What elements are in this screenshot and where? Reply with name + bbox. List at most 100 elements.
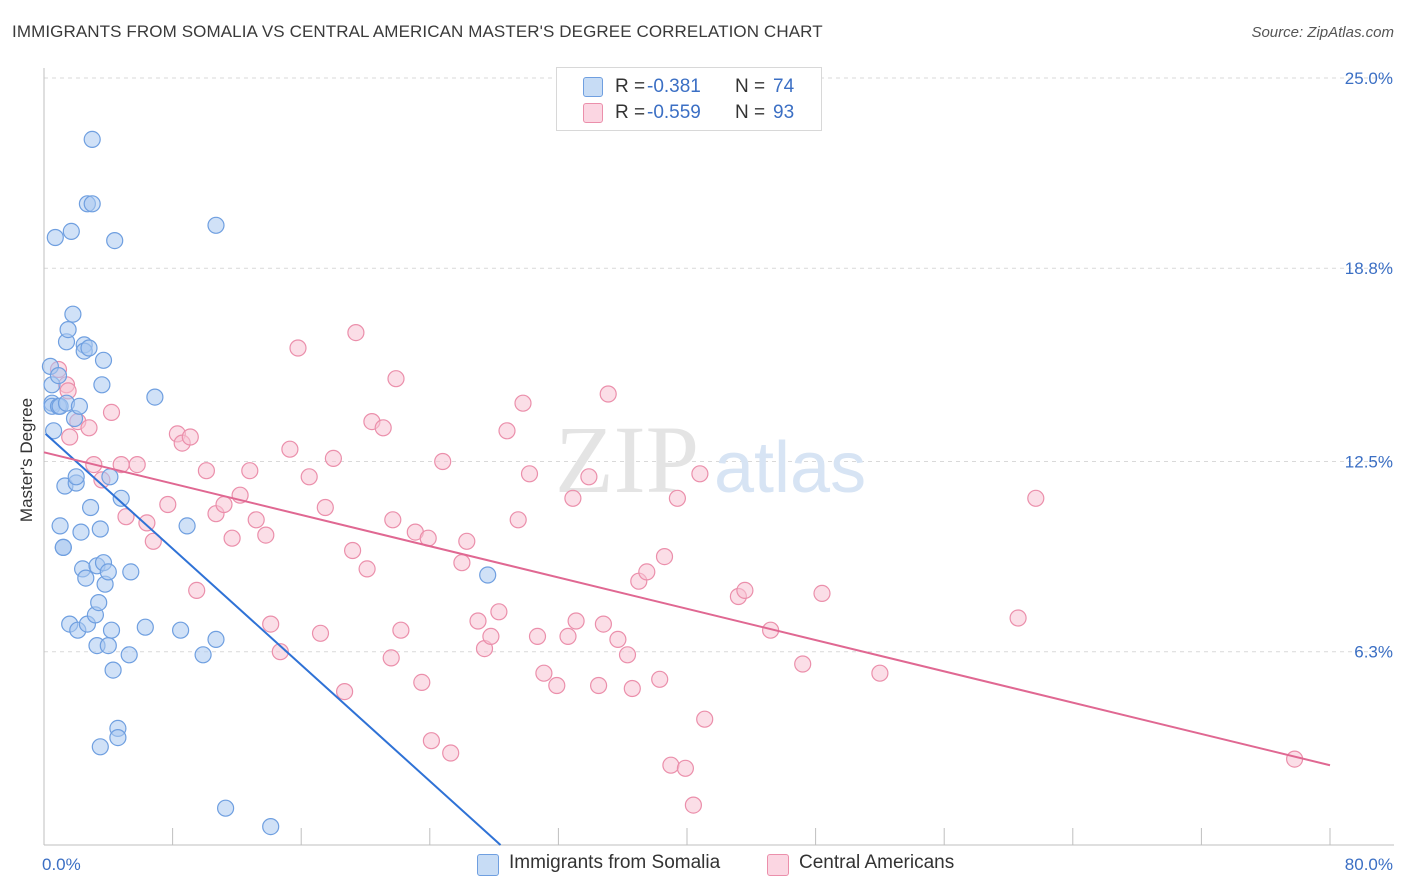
axes [43, 68, 1394, 846]
n-label: N = [735, 76, 766, 97]
somalia-point [120, 646, 138, 664]
central-americans-point [498, 422, 516, 440]
axis-labels: 25.0% 18.8% 12.5% 6.3% 0.0% 80.0% Master's Deg… [17, 69, 1393, 874]
trend-lines [43, 433, 1331, 846]
somalia-point [46, 228, 64, 247]
n-value: 74 [773, 76, 795, 97]
source-label: Source: ZipAtlas.com [1251, 24, 1394, 41]
x-tick-label: 80.0% [1345, 855, 1393, 874]
central-americans-point [144, 532, 162, 550]
somalia-point [102, 621, 121, 639]
somalia-point [51, 517, 69, 535]
x-tick-label: 0.0% [42, 855, 81, 874]
somalia-point [72, 523, 90, 541]
somalia-point [178, 517, 196, 535]
central-americans-point [794, 655, 812, 673]
central-americans-point [1285, 750, 1304, 768]
central-americans-point [736, 581, 754, 600]
somalia-point [146, 388, 164, 406]
central-americans-point [651, 670, 669, 688]
legend-swatch-somalia [477, 854, 499, 876]
somalia-points [41, 130, 497, 836]
somalia-point [112, 489, 130, 507]
somalia-point [83, 195, 101, 213]
legend-label-somalia: Immigrants from Somalia [509, 852, 721, 873]
central-americans-point [262, 615, 280, 633]
legend-swatch-central-americans [767, 854, 789, 876]
somalia-point [172, 621, 190, 639]
somalia-point [91, 520, 109, 538]
central-americans-point [344, 541, 362, 560]
central-americans-point [482, 627, 500, 646]
somalia-point [49, 367, 68, 385]
trend-line-somalia [44, 433, 502, 846]
somalia-point [91, 738, 109, 756]
central-americans-point [257, 526, 275, 544]
central-americans-point [813, 584, 831, 603]
central-americans-point [159, 495, 177, 514]
somalia-point [109, 728, 127, 747]
central-americans-point [580, 468, 598, 486]
central-americans-point [594, 615, 613, 633]
central-americans-point [223, 529, 241, 547]
central-americans-point [374, 419, 392, 437]
central-americans-point [691, 465, 709, 483]
somalia-point [81, 498, 100, 517]
central-americans-point [289, 339, 307, 357]
somalia-point [62, 222, 80, 240]
central-americans-point [1027, 489, 1045, 507]
central-americans-point [422, 732, 440, 750]
somalia-point [101, 468, 119, 486]
somalia-point [194, 646, 212, 664]
central-americans-point [271, 643, 289, 661]
r-label: R = [615, 102, 646, 123]
central-americans-point [128, 456, 146, 474]
central-americans-point [188, 581, 206, 600]
y-tick-label: 25.0% [1345, 69, 1393, 88]
somalia-point [64, 305, 82, 323]
central-americans-point [696, 710, 714, 728]
central-americans-point [102, 403, 121, 421]
n-value: 93 [773, 102, 795, 123]
watermark: ZIP atlas [555, 406, 866, 513]
central-americans-point [215, 495, 233, 514]
somalia-point [99, 563, 117, 581]
central-americans-point [324, 449, 342, 467]
somalia-point [262, 817, 280, 836]
central-americans-point [589, 676, 608, 695]
central-americans-point [247, 511, 265, 529]
central-americans-point [567, 612, 585, 630]
somalia-point [207, 630, 225, 649]
central-americans-point [384, 511, 402, 529]
y-tick-label: 6.3% [1354, 643, 1393, 662]
central-americans-point [241, 462, 259, 480]
somalia-point [122, 563, 140, 581]
correlation-legend: R = -0.381 N = 74 R = -0.559 N = 93 [556, 67, 822, 131]
central-americans-point [382, 649, 400, 667]
central-americans-point [387, 370, 405, 388]
central-americans-point [559, 627, 577, 646]
central-americans-point [609, 630, 627, 649]
somalia-point [67, 468, 85, 486]
central-americans-point [528, 627, 547, 646]
somalia-point [94, 351, 113, 369]
somalia-point [104, 661, 122, 679]
chart-title: IMMIGRANTS FROM SOMALIA VS CENTRAL AMERI… [12, 22, 823, 41]
somalia-point [83, 130, 101, 148]
central-americans-point [453, 554, 471, 572]
central-americans-point [197, 462, 215, 480]
central-americans-point [509, 511, 527, 529]
central-americans-point [117, 508, 135, 526]
central-americans-point [514, 394, 532, 412]
somalia-point [99, 636, 117, 655]
central-americans-point [655, 547, 674, 566]
central-americans-point [599, 385, 617, 403]
somalia-point [106, 232, 124, 250]
central-americans-point [347, 324, 365, 342]
central-americans-point [311, 624, 330, 642]
somalia-point [90, 593, 108, 612]
trend-line-central-americans [43, 451, 1331, 767]
legend-label-central-americans: Central Americans [799, 852, 955, 873]
watermark-atlas: atlas [714, 428, 866, 508]
